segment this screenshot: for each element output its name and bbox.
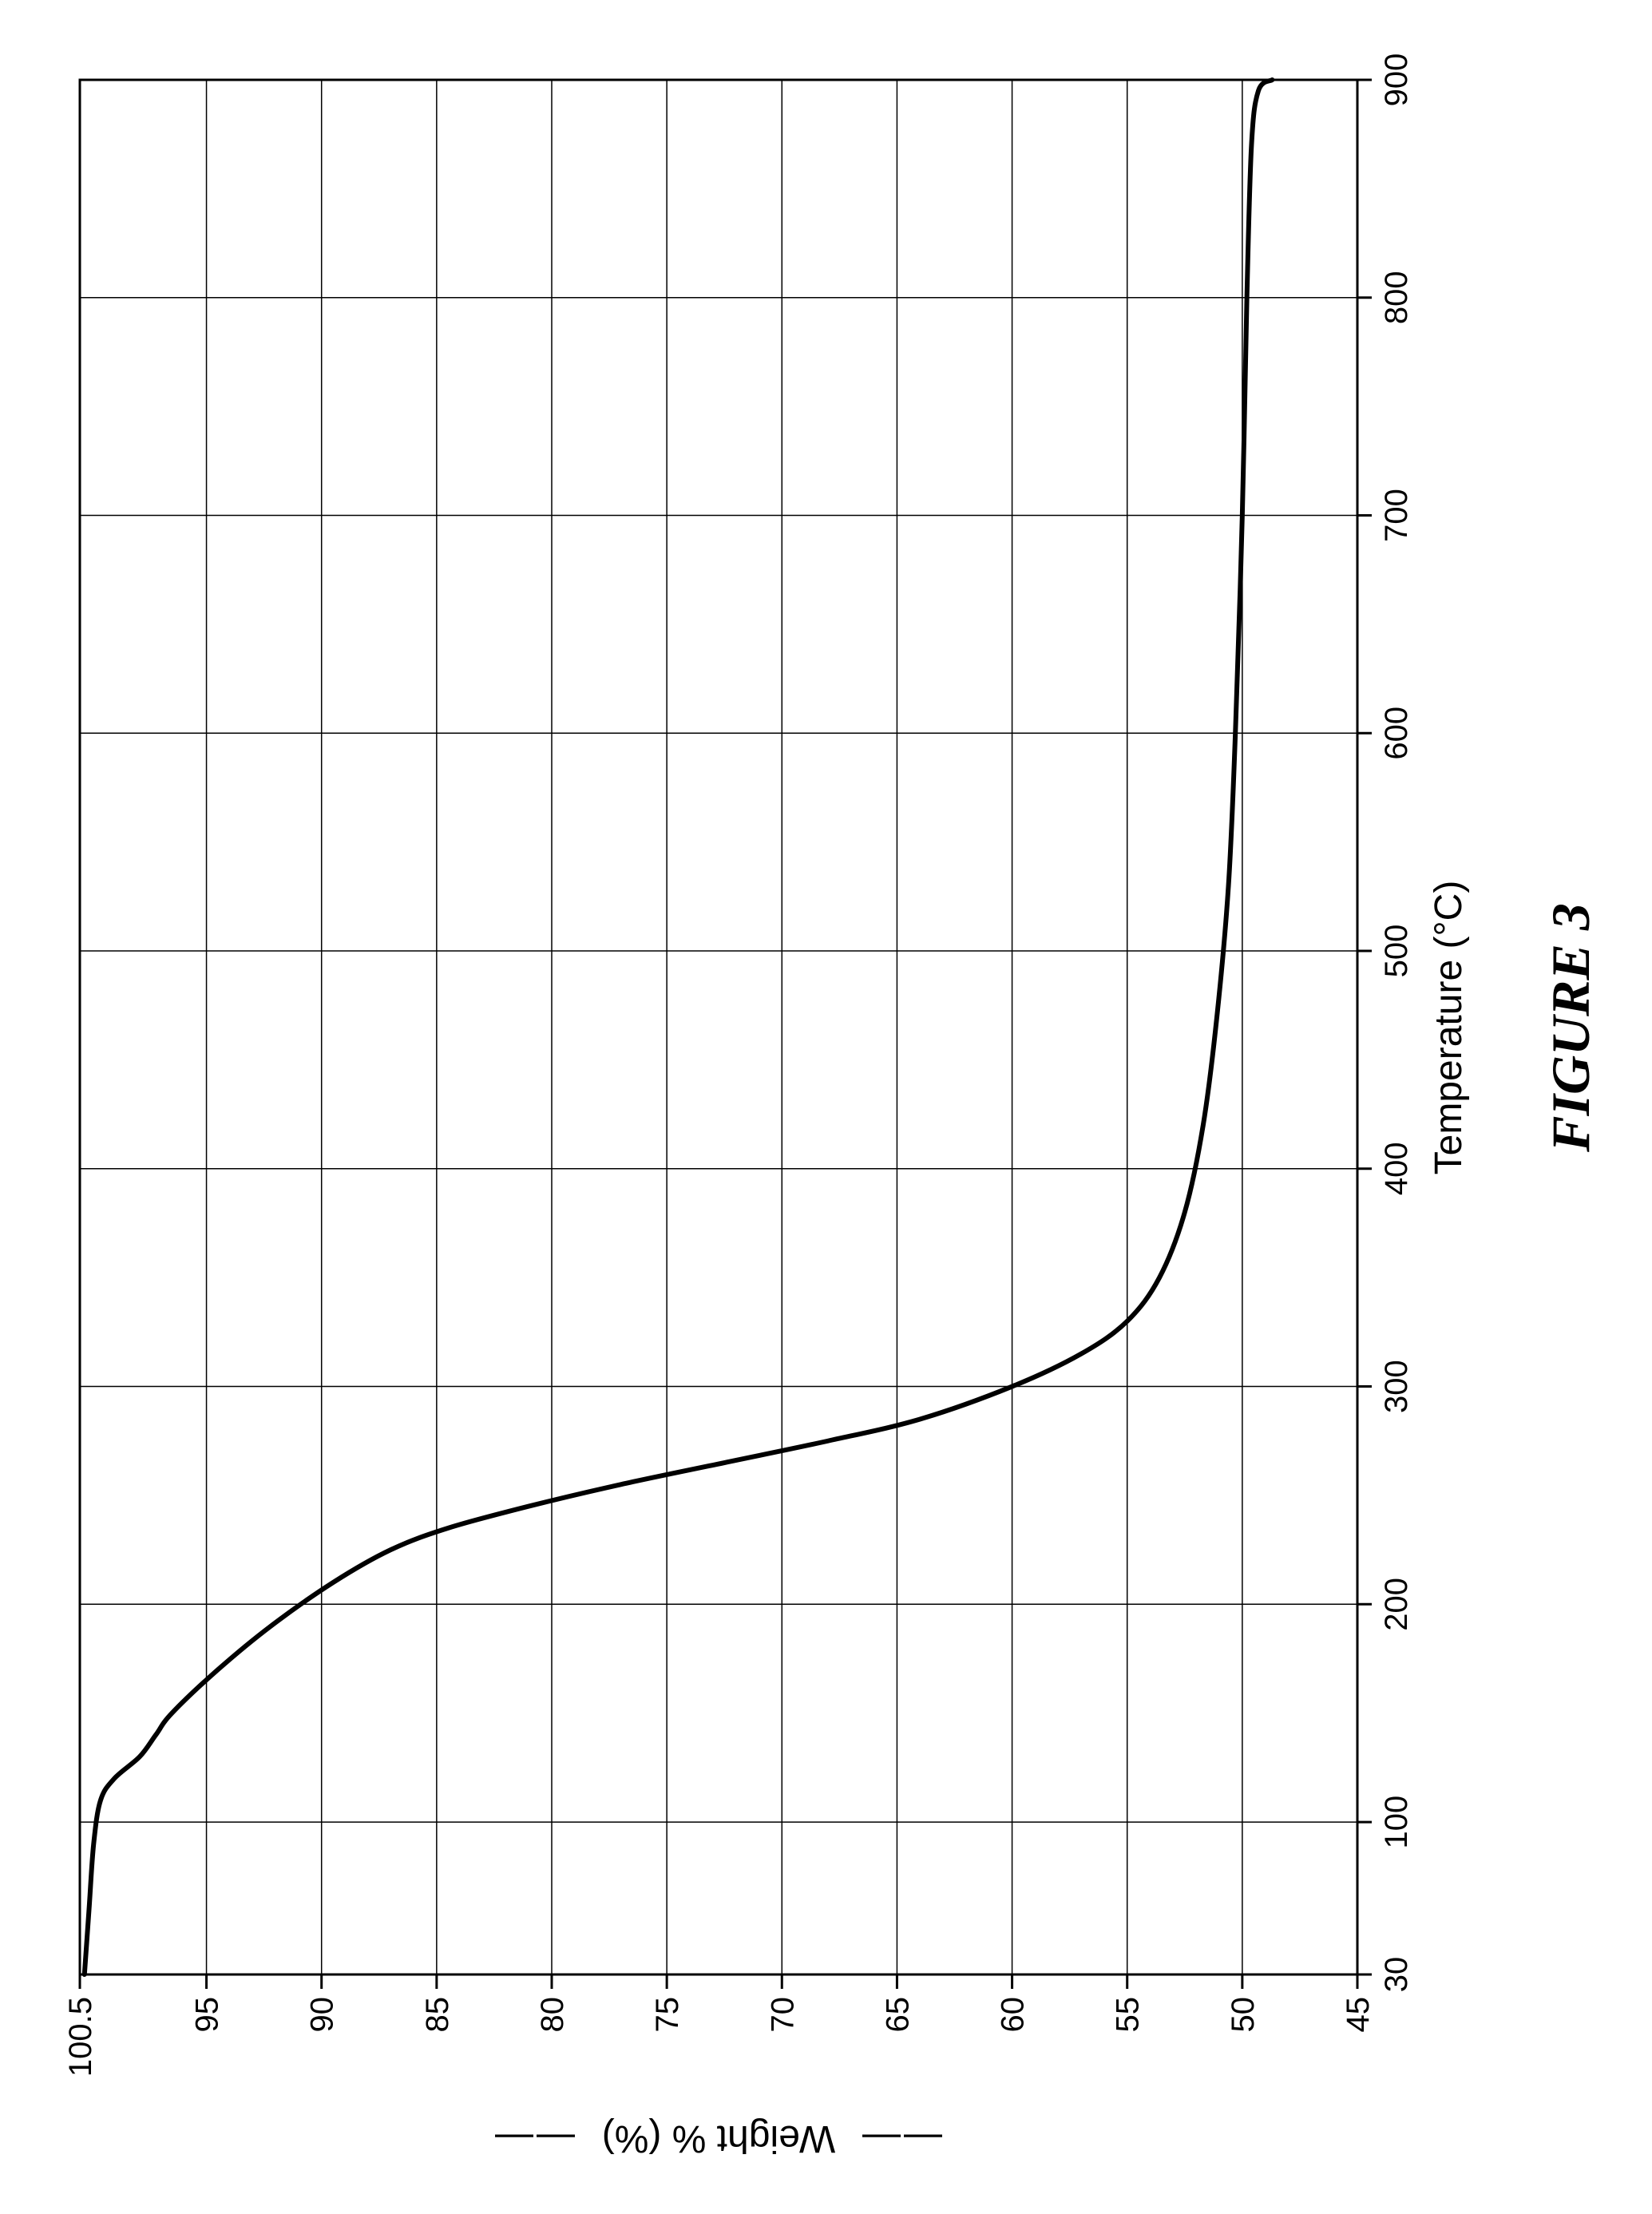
x-tick-label: 30 <box>1379 1957 1414 1993</box>
y-axis-label: Weight % (%) <box>602 2117 836 2160</box>
x-tick-label: 200 <box>1379 1578 1414 1631</box>
x-tick-labels: 30 100 200 300 400 500 600 700 800 900 <box>1379 53 1414 1993</box>
plot-background <box>80 80 1357 1974</box>
page: 30 100 200 300 400 500 600 700 800 900 45 50 55 60 65… <box>0 0 1652 2214</box>
x-tick-label: 900 <box>1379 53 1414 107</box>
y-tick-label: 90 <box>305 1997 340 2033</box>
chart-container: 30 100 200 300 400 500 600 700 800 900 45 50 55 60 65… <box>0 0 1652 2214</box>
y-tick-label: 65 <box>880 1997 915 2033</box>
y-tick-label: 70 <box>765 1997 800 2033</box>
x-tick-label: 100 <box>1379 1796 1414 1849</box>
x-axis-label: Temperature (°C) <box>1428 881 1470 1175</box>
y-tick-label: 50 <box>1226 1997 1261 2033</box>
x-tick-label: 700 <box>1379 489 1414 542</box>
y-tick-label: 75 <box>650 1997 685 2033</box>
x-tick-label: 500 <box>1379 925 1414 978</box>
y-axis-flank-left: — — <box>862 2117 942 2160</box>
y-tick-label: 100.5 <box>63 1997 98 2077</box>
y-tick-labels: 45 50 55 60 65 70 75 80 85 90 95 100.5 <box>63 1997 1376 2077</box>
x-tick-label: 400 <box>1379 1142 1414 1195</box>
y-axis-label-group: — — Weight % (%) — — <box>495 2117 942 2160</box>
y-tick-marks <box>80 1974 1357 1989</box>
x-tick-label: 600 <box>1379 707 1414 760</box>
y-tick-label: 85 <box>420 1997 455 2033</box>
plot-area <box>80 80 1357 1974</box>
x-tick-label: 800 <box>1379 271 1414 324</box>
y-tick-label: 95 <box>190 1997 225 2033</box>
y-tick-label: 60 <box>996 1997 1031 2033</box>
y-tick-label: 45 <box>1341 1997 1376 2033</box>
x-tick-label: 300 <box>1379 1360 1414 1413</box>
y-tick-label: 80 <box>535 1997 570 2033</box>
figure-caption: FIGURE 3 <box>1540 903 1601 1153</box>
x-tick-marks <box>1357 80 1372 1974</box>
y-axis-flank-right: — — <box>495 2117 575 2160</box>
y-tick-label: 55 <box>1111 1997 1146 2033</box>
tga-chart: 30 100 200 300 400 500 600 700 800 900 45 50 55 60 65… <box>0 0 1652 2214</box>
